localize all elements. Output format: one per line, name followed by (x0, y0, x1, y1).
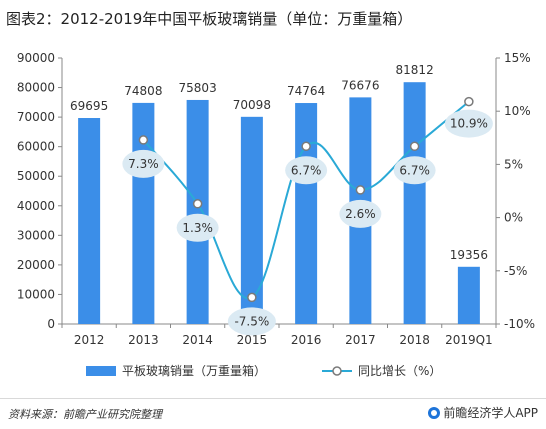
y-left-tick-label: 90000 (17, 51, 55, 65)
growth-point (355, 185, 366, 195)
brand-logo-icon (428, 407, 441, 419)
bar (295, 103, 318, 324)
bar-value-label: 74808 (124, 84, 162, 98)
bar (403, 82, 426, 324)
y-left-tick-label: 20000 (17, 258, 55, 272)
bar (78, 118, 101, 324)
x-tick-label: 2014 (182, 333, 213, 347)
growth-label-bubble (444, 109, 493, 138)
y-left-tick-label: 70000 (17, 110, 55, 124)
x-tick-label: 2018 (399, 333, 430, 347)
growth-data-label: 2.6% (345, 207, 376, 221)
growth-point (409, 141, 420, 152)
y-left-tick-label: 40000 (17, 199, 55, 213)
y-right-tick-label: 15% (504, 51, 531, 65)
y-left-tick-label: 0 (47, 317, 55, 331)
y-left-tick-label: 10000 (17, 287, 55, 301)
bar-value-label: 69695 (70, 99, 108, 113)
y-right-tick-label: -5% (504, 264, 527, 278)
y-right-tick-label: 10% (504, 104, 531, 118)
x-tick-label: 2012 (74, 333, 105, 347)
legend-bar-swatch (86, 366, 116, 376)
x-tick-label: 2015 (237, 333, 268, 347)
growth-point (138, 135, 149, 145)
growth-label-bubble (122, 149, 165, 178)
chart-title: 图表2：2012-2019年中国平板玻璃销量（单位：万重量箱） (6, 10, 413, 28)
footer-divider (0, 398, 546, 399)
x-tick-label: 2013 (128, 333, 159, 347)
growth-label-bubble (227, 307, 276, 336)
y-left-tick-label: 60000 (17, 140, 55, 154)
bar (457, 266, 480, 324)
y-left-tick-label: 80000 (17, 81, 55, 95)
y-left-tick-label: 30000 (17, 228, 55, 242)
bar-value-label: 70098 (233, 98, 271, 112)
growth-label-bubble (339, 199, 382, 228)
growth-point (464, 96, 474, 107)
legend-line-marker (332, 366, 342, 376)
bar-value-label: 19356 (450, 248, 488, 262)
growth-point (301, 141, 311, 152)
bar-value-label: 75803 (179, 81, 217, 95)
growth-data-label: 7.3% (128, 157, 159, 171)
growth-data-label: 1.3% (182, 221, 213, 235)
bar-value-label: 74764 (287, 84, 325, 98)
growth-data-label: 6.7% (291, 163, 322, 177)
y-right-tick-label: 0% (504, 211, 523, 225)
bar (240, 116, 263, 324)
growth-point (247, 292, 257, 303)
growth-data-label: 10.9% (450, 117, 488, 131)
y-right-tick-label: -10% (504, 317, 535, 331)
legend-bar-label: 平板玻璃销量（万重量箱） (122, 363, 266, 378)
growth-label-bubble (176, 213, 219, 242)
brand-credit: 前瞻经济学人APP (428, 404, 538, 421)
x-tick-label: 2017 (345, 333, 376, 347)
growth-data-label: -7.5% (234, 314, 269, 328)
source-note: 资料来源：前瞻产业研究院整理 (8, 408, 162, 421)
x-tick-label: 2019Q1 (445, 333, 493, 347)
growth-label-bubble (393, 156, 436, 185)
growth-point (192, 199, 203, 209)
bar (186, 99, 209, 324)
growth-label-bubble (285, 156, 328, 185)
bar-value-label: 76676 (341, 78, 379, 92)
bar-value-label: 81812 (396, 63, 434, 77)
legend-line-label: 同比增长（%） (358, 364, 441, 378)
x-tick-label: 2016 (291, 333, 322, 347)
growth-data-label: 6.7% (399, 163, 430, 177)
y-left-tick-label: 50000 (17, 169, 55, 183)
brand-name: 前瞻经济学人APP (443, 406, 538, 420)
y-right-tick-label: 5% (504, 157, 523, 171)
